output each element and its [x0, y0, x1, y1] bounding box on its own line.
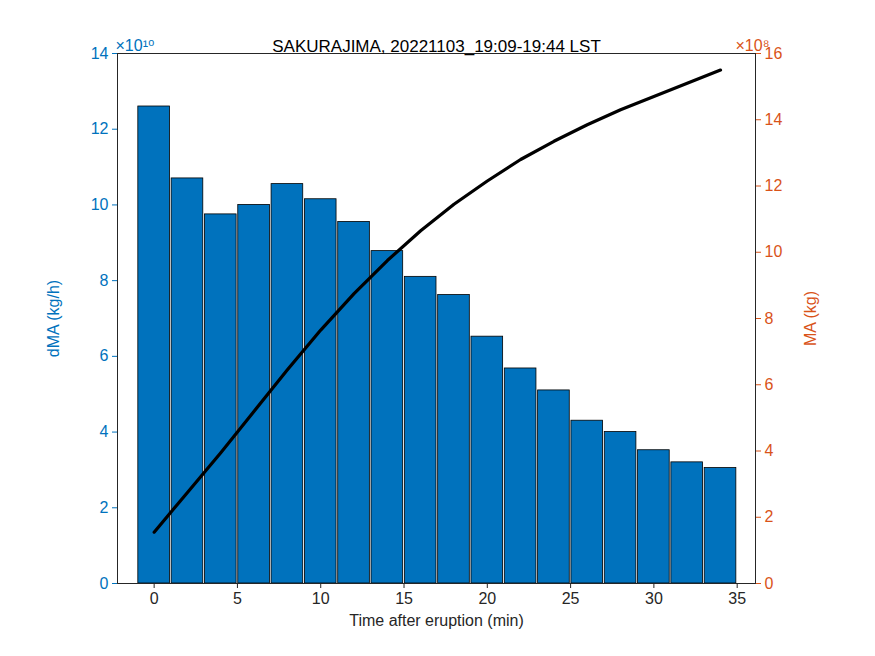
svg-text:8: 8 — [765, 310, 774, 327]
svg-text:4: 4 — [100, 423, 109, 440]
svg-text:SAKURAJIMA, 20221103_19:09-19:: SAKURAJIMA, 20221103_19:09-19:44 LST — [272, 37, 601, 56]
svg-text:5: 5 — [233, 590, 242, 607]
svg-text:Time after eruption (min): Time after eruption (min) — [349, 612, 524, 629]
svg-text:2: 2 — [765, 508, 774, 525]
svg-text:12: 12 — [91, 120, 109, 137]
svg-text:16: 16 — [764, 44, 783, 62]
svg-text:30: 30 — [645, 590, 663, 607]
svg-text:25: 25 — [562, 590, 580, 607]
svg-text:20: 20 — [478, 590, 496, 607]
svg-text:×10¹⁰: ×10¹⁰ — [116, 37, 155, 54]
svg-text:12: 12 — [765, 177, 783, 194]
svg-text:6: 6 — [765, 376, 774, 393]
svg-text:10: 10 — [91, 196, 109, 213]
svg-text:4: 4 — [765, 442, 774, 459]
svg-text:dMA (kg/h): dMA (kg/h) — [45, 280, 62, 357]
svg-text:14: 14 — [91, 45, 109, 62]
svg-text:0: 0 — [150, 590, 159, 607]
svg-text:×10⁸: ×10⁸ — [736, 37, 770, 54]
svg-text:15: 15 — [395, 590, 413, 607]
svg-text:35: 35 — [728, 590, 746, 607]
svg-text:MA (kg): MA (kg) — [802, 291, 819, 346]
svg-text:0: 0 — [765, 575, 774, 592]
svg-text:8: 8 — [100, 272, 109, 289]
svg-text:14: 14 — [765, 111, 783, 128]
svg-text:0: 0 — [100, 575, 109, 592]
svg-text:10: 10 — [312, 590, 330, 607]
svg-text:6: 6 — [100, 347, 109, 364]
svg-text:2: 2 — [100, 499, 109, 516]
svg-text:10: 10 — [765, 243, 783, 260]
